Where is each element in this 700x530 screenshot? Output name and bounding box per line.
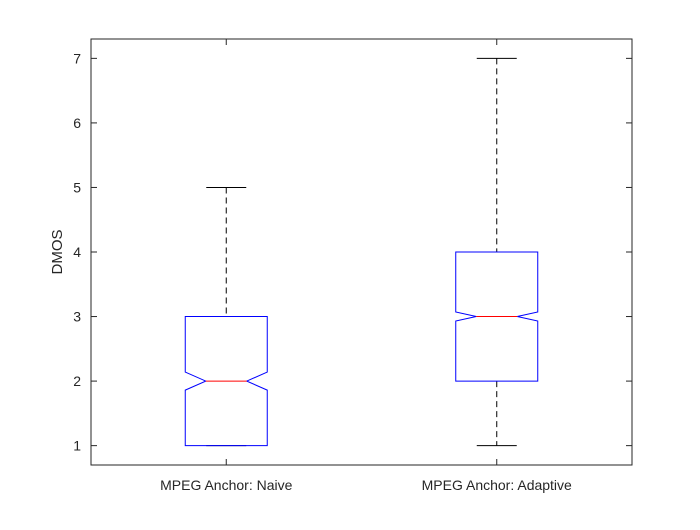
y-tick-label: 2 xyxy=(73,373,81,389)
axes-layer: 1 2 3 4 5 6 7 MPEG Anchor: Naive MPEG Anchor: Ad… xyxy=(73,38,633,493)
box xyxy=(184,316,268,447)
plot-area xyxy=(91,39,632,465)
y-tick-label: 4 xyxy=(73,244,81,260)
y-axis-label: DMOS xyxy=(49,230,66,275)
boxes-layer xyxy=(184,57,539,447)
y-tick-label: 3 xyxy=(73,309,81,325)
box xyxy=(455,251,539,382)
x-tick-label: MPEG Anchor: Adaptive xyxy=(422,477,572,493)
y-tick-label: 7 xyxy=(73,50,81,66)
y-tick-label: 6 xyxy=(73,115,81,131)
y-tick-label: 5 xyxy=(73,179,81,195)
x-tick-label: MPEG Anchor: Naive xyxy=(160,477,292,493)
y-tick-label: 1 xyxy=(73,438,81,454)
